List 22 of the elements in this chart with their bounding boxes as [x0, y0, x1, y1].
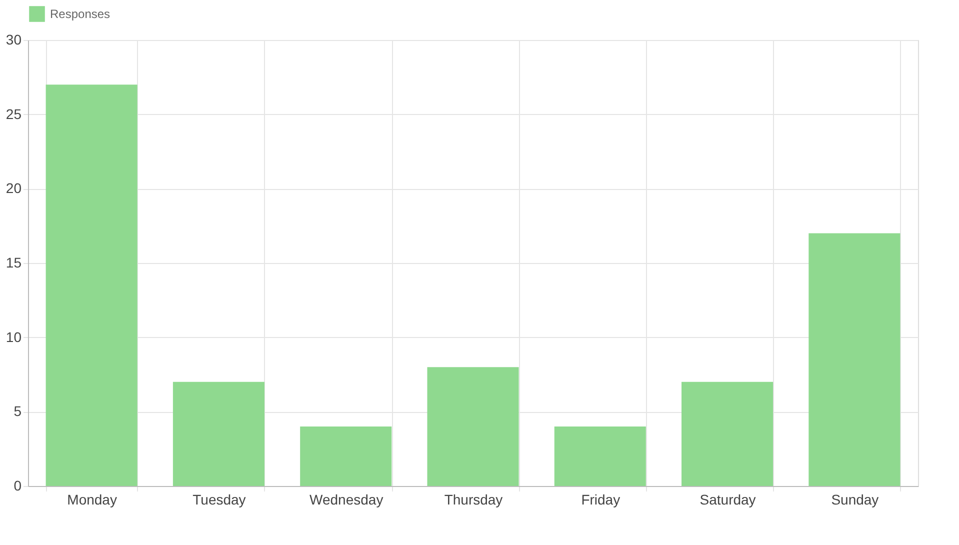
x-tick-label: Tuesday — [192, 492, 246, 508]
bar — [46, 84, 138, 486]
legend-label: Responses — [50, 7, 110, 21]
x-tick-label: Wednesday — [310, 492, 384, 508]
x-tick-label: Monday — [67, 492, 117, 508]
bar — [808, 233, 900, 486]
y-tick-label: 20 — [6, 180, 22, 196]
bar — [172, 382, 264, 486]
bar — [300, 426, 392, 486]
x-tick-label: Friday — [581, 492, 620, 508]
x-tick-label: Saturday — [700, 492, 756, 508]
y-tick-label: 25 — [6, 106, 22, 122]
bar — [427, 367, 519, 486]
y-tick-label: 10 — [6, 328, 22, 345]
x-tick-label: Thursday — [444, 492, 503, 508]
y-tick-label: 15 — [6, 254, 22, 270]
bar — [554, 426, 646, 486]
y-tick-label: 5 — [14, 403, 22, 420]
bar — [682, 382, 774, 486]
y-tick-label: 30 — [6, 32, 22, 48]
y-tick-label: 0 — [14, 478, 22, 494]
x-tick-label: Sunday — [831, 492, 879, 508]
